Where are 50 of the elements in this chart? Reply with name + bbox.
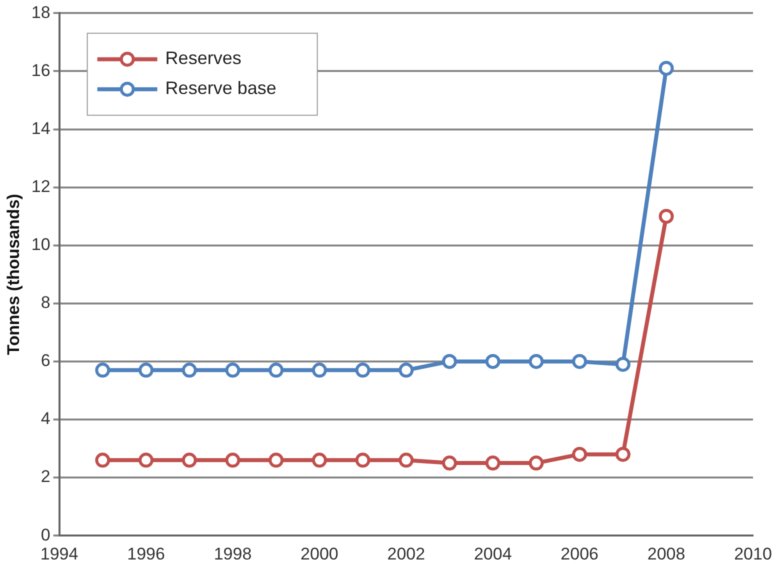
point	[355, 452, 370, 468]
point	[95, 362, 110, 378]
x-tick-label: 1996	[127, 544, 165, 564]
y-axis-title: Tonnes (thousands)	[4, 194, 23, 355]
point	[615, 446, 630, 462]
point	[572, 354, 588, 369]
y-tick-label: 10	[31, 235, 50, 254]
point	[398, 362, 414, 378]
x-tick-label: 2008	[647, 544, 686, 564]
point	[138, 452, 154, 468]
point	[355, 362, 370, 378]
point	[138, 362, 154, 378]
point	[485, 456, 500, 471]
point	[182, 452, 197, 468]
point	[528, 354, 544, 369]
y-tick-label: 12	[31, 177, 50, 196]
point	[268, 362, 284, 378]
legend-label: Reserves	[165, 48, 242, 68]
x-tick-label: 2002	[387, 544, 426, 564]
point	[182, 362, 197, 378]
point	[528, 456, 544, 471]
y-tick-label: 16	[31, 60, 50, 80]
point	[225, 452, 240, 468]
point	[615, 356, 630, 372]
y-tick-label: 2	[40, 467, 50, 486]
x-tick-label: 2004	[474, 544, 512, 564]
point	[485, 354, 500, 369]
y-tick-label: 6	[40, 351, 50, 370]
point	[268, 452, 284, 468]
point	[442, 354, 458, 369]
point	[312, 362, 327, 378]
point	[312, 452, 327, 468]
point	[225, 362, 240, 378]
point	[398, 452, 414, 468]
y-tick-label: 8	[40, 293, 50, 312]
y-tick-label: 18	[31, 2, 50, 22]
point	[658, 60, 674, 76]
point	[572, 446, 588, 462]
x-tick-label: 2000	[300, 544, 338, 564]
x-tick-label: 1998	[214, 544, 252, 564]
y-tick-label: 4	[40, 409, 50, 428]
point	[442, 456, 458, 471]
x-tick-label: 2010	[734, 544, 772, 564]
x-tick-label: 2006	[560, 544, 598, 564]
x-tick-label: 1994	[40, 544, 78, 564]
y-tick-label: 14	[31, 118, 50, 138]
point	[95, 452, 110, 468]
legend-label: Reserve base	[165, 78, 276, 98]
point	[658, 208, 674, 224]
y-tick-label: 0	[40, 525, 50, 544]
